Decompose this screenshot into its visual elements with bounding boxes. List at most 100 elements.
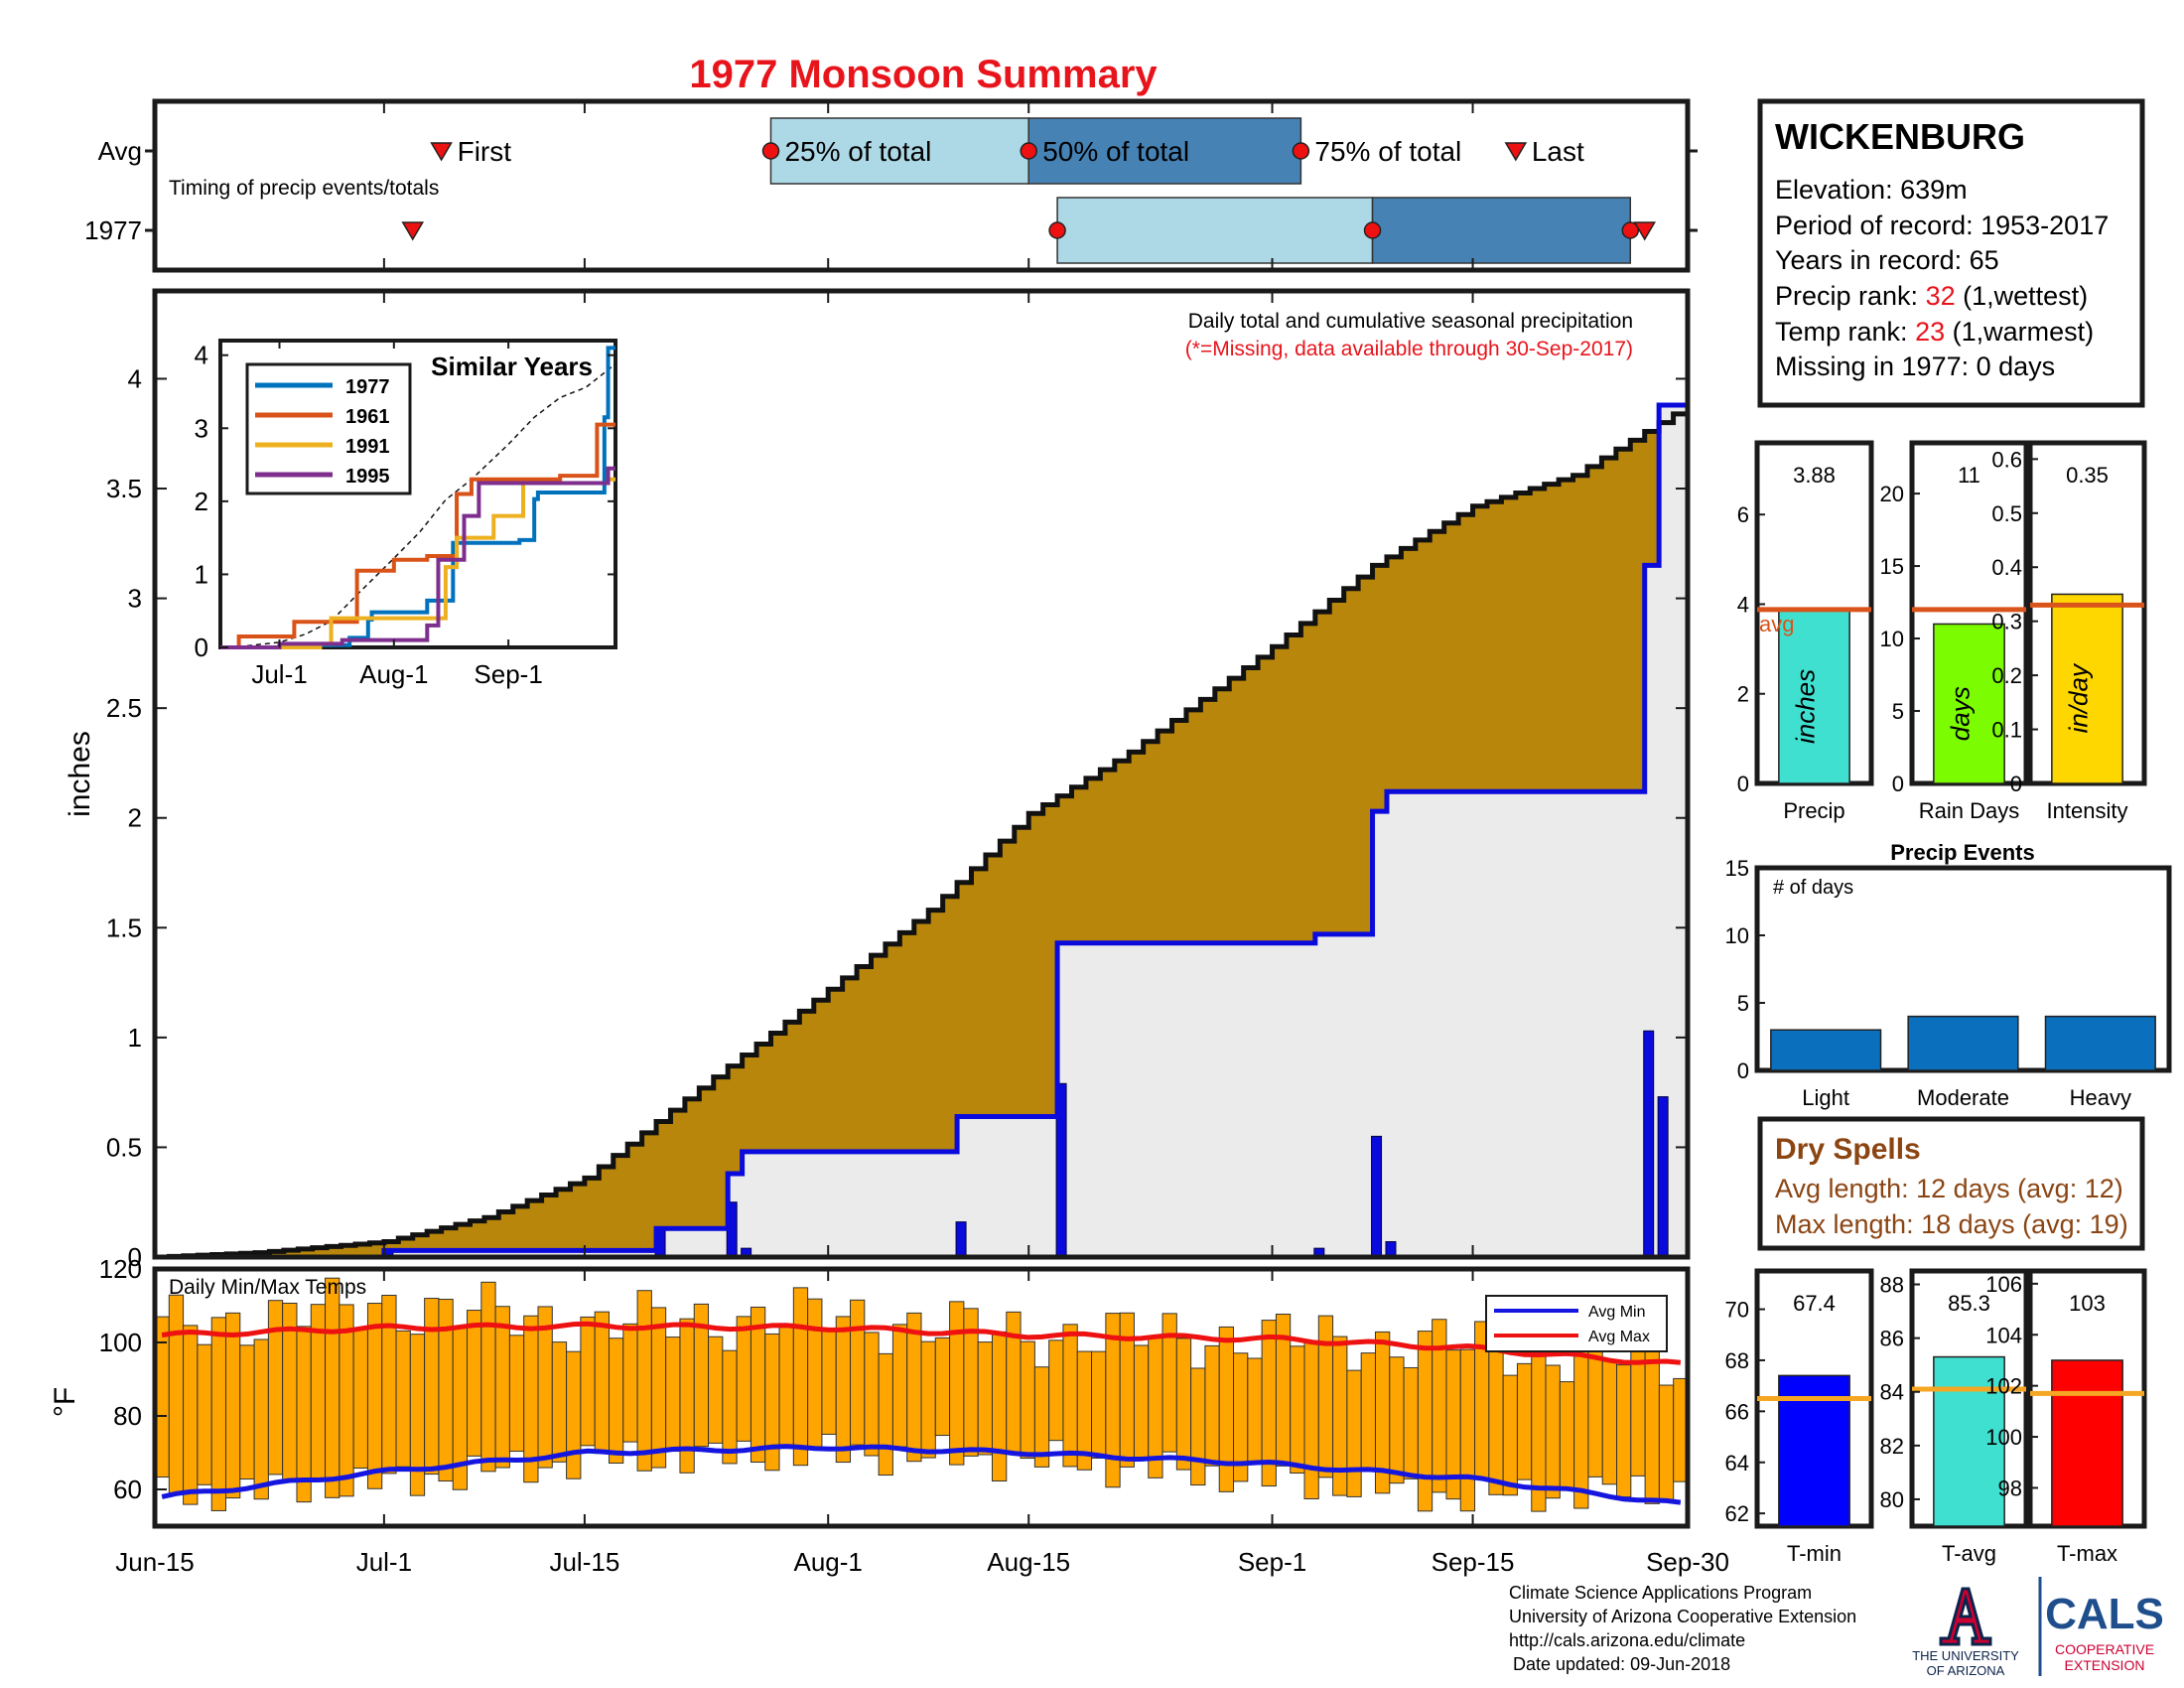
tmin-value-label: 67.4 xyxy=(1793,1291,1836,1316)
events-xlabel-light: Light xyxy=(1802,1085,1849,1110)
precip_total-ytick-label: 0 xyxy=(1737,772,1749,796)
cals-wordmark: CALS xyxy=(2045,1590,2164,1638)
main-ytick-label: 4 xyxy=(128,363,142,393)
timing-year-box-25-50 xyxy=(1056,197,1374,264)
temp-ytick-label: 60 xyxy=(113,1475,142,1504)
events-ytick-label: 10 xyxy=(1725,923,1749,948)
summary-rain_days: 0 5 10 15 20 11 Rain Days days xyxy=(1880,440,2029,823)
daily-temp-bar xyxy=(1658,1384,1675,1501)
timing-avg-marker-last xyxy=(1504,142,1528,162)
shared-xtick-label: Aug-15 xyxy=(987,1547,1070,1577)
temp-ytick-label: 120 xyxy=(99,1254,142,1284)
inset-series-1995 xyxy=(220,466,615,649)
tmax-ytick-label: 100 xyxy=(1985,1425,2022,1450)
timing-avg-label-first: First xyxy=(458,136,512,167)
station-temp-rank-part: (1,warmest) xyxy=(1945,317,2094,347)
timing-year-marker-last xyxy=(1633,221,1657,241)
daily-temp-bar xyxy=(253,1338,269,1500)
events-ylabel: # of days xyxy=(1773,877,1853,899)
daily-temp-bar xyxy=(1346,1369,1362,1497)
inset-legend-label-1977: 1977 xyxy=(345,376,390,398)
tmin-ytick-label: 68 xyxy=(1725,1348,1749,1373)
daily-temp-bar xyxy=(650,1307,667,1469)
events-bar-light xyxy=(1770,1029,1882,1071)
events-xlabel-moderate: Moderate xyxy=(1917,1085,2009,1110)
intensity-ytick-label: 0.5 xyxy=(1991,501,2022,526)
precip_total-ytick-label: 6 xyxy=(1737,502,1749,527)
shared-xtick-label: Jun-15 xyxy=(115,1547,195,1577)
intensity-bar xyxy=(2051,593,2123,784)
inset-legend-label-1991: 1991 xyxy=(345,436,390,458)
main-ytick-label: 0 xyxy=(128,1242,142,1272)
daily-temp-bar xyxy=(850,1299,866,1446)
tavg-value-label: 85.3 xyxy=(1948,1291,1990,1316)
daily-temp-bar xyxy=(1247,1357,1263,1464)
events-title: Precip Events xyxy=(1890,840,2035,865)
footer-line1: Climate Science Applications Program xyxy=(1509,1583,1812,1603)
daily-temp-bar xyxy=(1459,1348,1476,1512)
daily-temp-bar xyxy=(197,1343,212,1485)
inset-xtick-label: Sep-1 xyxy=(474,659,542,689)
daily-temp-bar xyxy=(1218,1326,1235,1492)
main-note: Daily total and cumulative seasonal prec… xyxy=(1188,310,1633,333)
inset-xtick-label: Aug-1 xyxy=(359,659,428,689)
daily-precip-bar xyxy=(955,1221,967,1258)
summary-precip_total: 0 2 4 6 3.88 Precip inches avg xyxy=(1737,440,1874,823)
timing-year-marker-p25 xyxy=(1048,221,1066,239)
footer-credits: Climate Science Applications Program Univ… xyxy=(1509,1583,1856,1674)
inset-ytick-label: 4 xyxy=(195,341,208,370)
station-precip-rank-part: (1,wettest) xyxy=(1956,281,2089,311)
footer-line4: Date updated: 09-Jun-2018 xyxy=(1513,1654,1730,1674)
footer-line3: http://cals.arizona.edu/climate xyxy=(1509,1630,1745,1650)
daily-temp-bar xyxy=(395,1330,411,1468)
rain_days-ytick-label: 10 xyxy=(1880,627,1904,651)
rain_days-ytick-label: 0 xyxy=(1892,772,1904,796)
tmax-ytick-label: 104 xyxy=(1985,1323,2022,1347)
temp-ytick-label: 100 xyxy=(99,1328,142,1357)
events-ytick-label: 0 xyxy=(1737,1058,1749,1083)
footer-line2: University of Arizona Cooperative Extens… xyxy=(1509,1607,1856,1626)
intensity-ytick-label: 0 xyxy=(2010,772,2022,796)
daily-temp-bar xyxy=(424,1298,440,1476)
rain_days-frame xyxy=(1909,440,2029,786)
tavg-bar xyxy=(1933,1355,2005,1527)
daily-temp-bar xyxy=(1360,1352,1376,1471)
tavg-ytick-label: 88 xyxy=(1880,1273,1904,1298)
rain_days-ytick-label: 5 xyxy=(1892,699,1904,724)
cals-line2: EXTENSION xyxy=(2065,1657,2145,1673)
precip_total-value-label: 3.88 xyxy=(1793,463,1836,488)
tavg-ytick-label: 86 xyxy=(1880,1327,1904,1351)
inset-legend-label-1961: 1961 xyxy=(345,406,390,428)
daily-temp-bar xyxy=(210,1317,226,1511)
timing-avg-label-p50: 50% of total xyxy=(1042,136,1189,167)
rain_days-ytick-label: 15 xyxy=(1880,554,1904,579)
daily-precip-bar xyxy=(1371,1135,1383,1258)
station-temp-rank: Temp rank: 23 (1,warmest) xyxy=(1775,317,2094,347)
summary-tmin: 62 64 66 68 70 67.4 T-min xyxy=(1725,1268,1874,1566)
daily-temp-bar xyxy=(1644,1345,1660,1504)
tmax-ytick-label: 106 xyxy=(1985,1272,2022,1297)
inset-legend-label-1995: 1995 xyxy=(345,466,390,488)
inset-avg-dashed-line xyxy=(219,362,616,648)
intensity-ytick-label: 0.3 xyxy=(1991,610,2022,634)
daily-temp-bar xyxy=(325,1277,341,1498)
station-precip-rank: Precip rank: 32 (1,wettest) xyxy=(1775,281,2088,311)
daily-temp-bar xyxy=(352,1327,368,1469)
intensity-ytick-label: 0.6 xyxy=(1991,447,2022,472)
events-ytick-label: 5 xyxy=(1737,991,1749,1016)
main-ytick-label: 2 xyxy=(128,803,142,833)
timing-avg-box-25-50 xyxy=(769,117,1029,185)
main-plot-frame xyxy=(152,288,1691,1260)
timing-avg-marker-p75 xyxy=(1292,142,1310,160)
daily-temp-bar xyxy=(891,1324,908,1448)
precip_total-ytick-label: 4 xyxy=(1737,592,1749,617)
daily-temp-bar xyxy=(1048,1339,1064,1442)
university-of-arizona-logo xyxy=(1939,1587,1992,1646)
tmax-value-label: 103 xyxy=(2069,1291,2106,1316)
inset-xtick-label: Jul-1 xyxy=(251,659,307,689)
intensity-inner-label: in/day xyxy=(2064,662,2094,733)
main-ytick-label: 1 xyxy=(128,1023,142,1053)
daily-temp-bar xyxy=(566,1350,582,1479)
timing-avg-marker-p25 xyxy=(761,142,780,160)
